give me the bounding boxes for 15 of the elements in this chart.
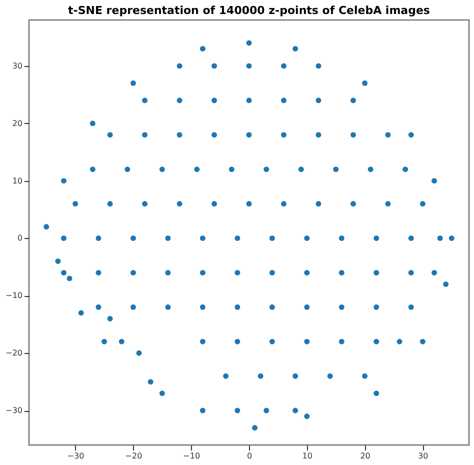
y-tick-label: 10	[12, 176, 22, 186]
x-tick-label: −20	[125, 452, 142, 460]
y-tick-label: −20	[6, 348, 22, 358]
x-tick-label: 20	[360, 452, 370, 460]
x-tick-label: 0	[246, 452, 252, 460]
y-tick-label: 20	[12, 118, 22, 128]
x-tick-label: 10	[302, 452, 312, 460]
chart-title: t-SNE representation of 140000 z-points of CelebA images	[68, 4, 430, 17]
y-tick-label: 30	[12, 61, 22, 70]
x-tick-label: −10	[183, 452, 200, 460]
y-tick-label: −10	[6, 291, 22, 300]
y-tick-label: −30	[6, 406, 22, 416]
y-tick-label: 0	[17, 234, 22, 243]
x-tick-label: −30	[67, 452, 84, 460]
x-tick-label: 30	[418, 452, 428, 460]
